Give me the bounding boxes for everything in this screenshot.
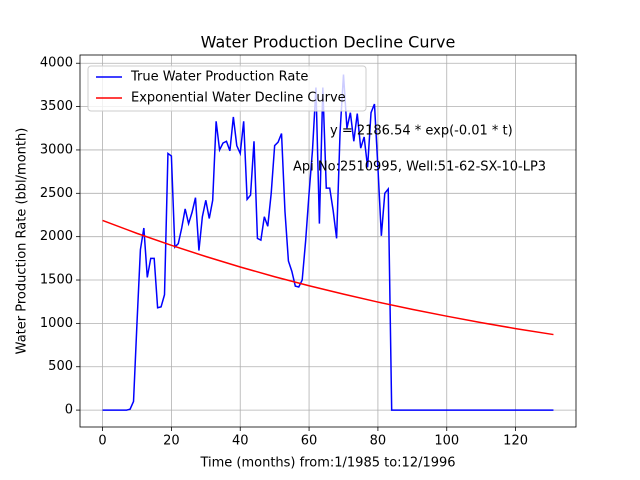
annotation: Api No:2510995, Well:51-62-SX-10-LP3 <box>293 160 546 175</box>
plot-frame <box>79 54 577 428</box>
x-tick-label: 40 <box>232 434 249 449</box>
y-tick-label: 1000 <box>40 316 73 331</box>
x-axis-label: Time (months) from:1/1985 to:12/1996 <box>199 456 455 471</box>
legend-label: True Water Production Rate <box>130 70 308 85</box>
x-tick-label: 100 <box>434 434 459 449</box>
plot-area <box>80 55 576 427</box>
data-line <box>102 74 554 411</box>
legend-label: Exponential Water Decline Curve <box>131 91 346 106</box>
annotation: y = 2186.54 * exp(-0.01 * t) <box>330 124 513 139</box>
y-tick-label: 0 <box>65 403 73 418</box>
y-tick-label: 2000 <box>40 229 73 244</box>
legend-box <box>87 65 367 112</box>
y-tick-label: 500 <box>48 359 73 374</box>
chart-title: Water Production Decline Curve <box>201 33 456 52</box>
x-tick-label: 120 <box>503 434 528 449</box>
y-tick-label: 3500 <box>40 99 73 114</box>
x-tick-label: 20 <box>163 434 180 449</box>
x-tick-label: 0 <box>98 434 106 449</box>
x-tick-label: 80 <box>370 434 387 449</box>
y-tick-label: 4000 <box>40 56 73 71</box>
y-axis-label: Water Production Rate (bbl/month) <box>15 128 30 355</box>
x-tick-label: 60 <box>301 434 318 449</box>
data-line <box>102 219 554 336</box>
y-tick-label: 3000 <box>40 142 73 157</box>
y-tick-label: 2500 <box>40 186 73 201</box>
y-tick-label: 1500 <box>40 273 73 288</box>
